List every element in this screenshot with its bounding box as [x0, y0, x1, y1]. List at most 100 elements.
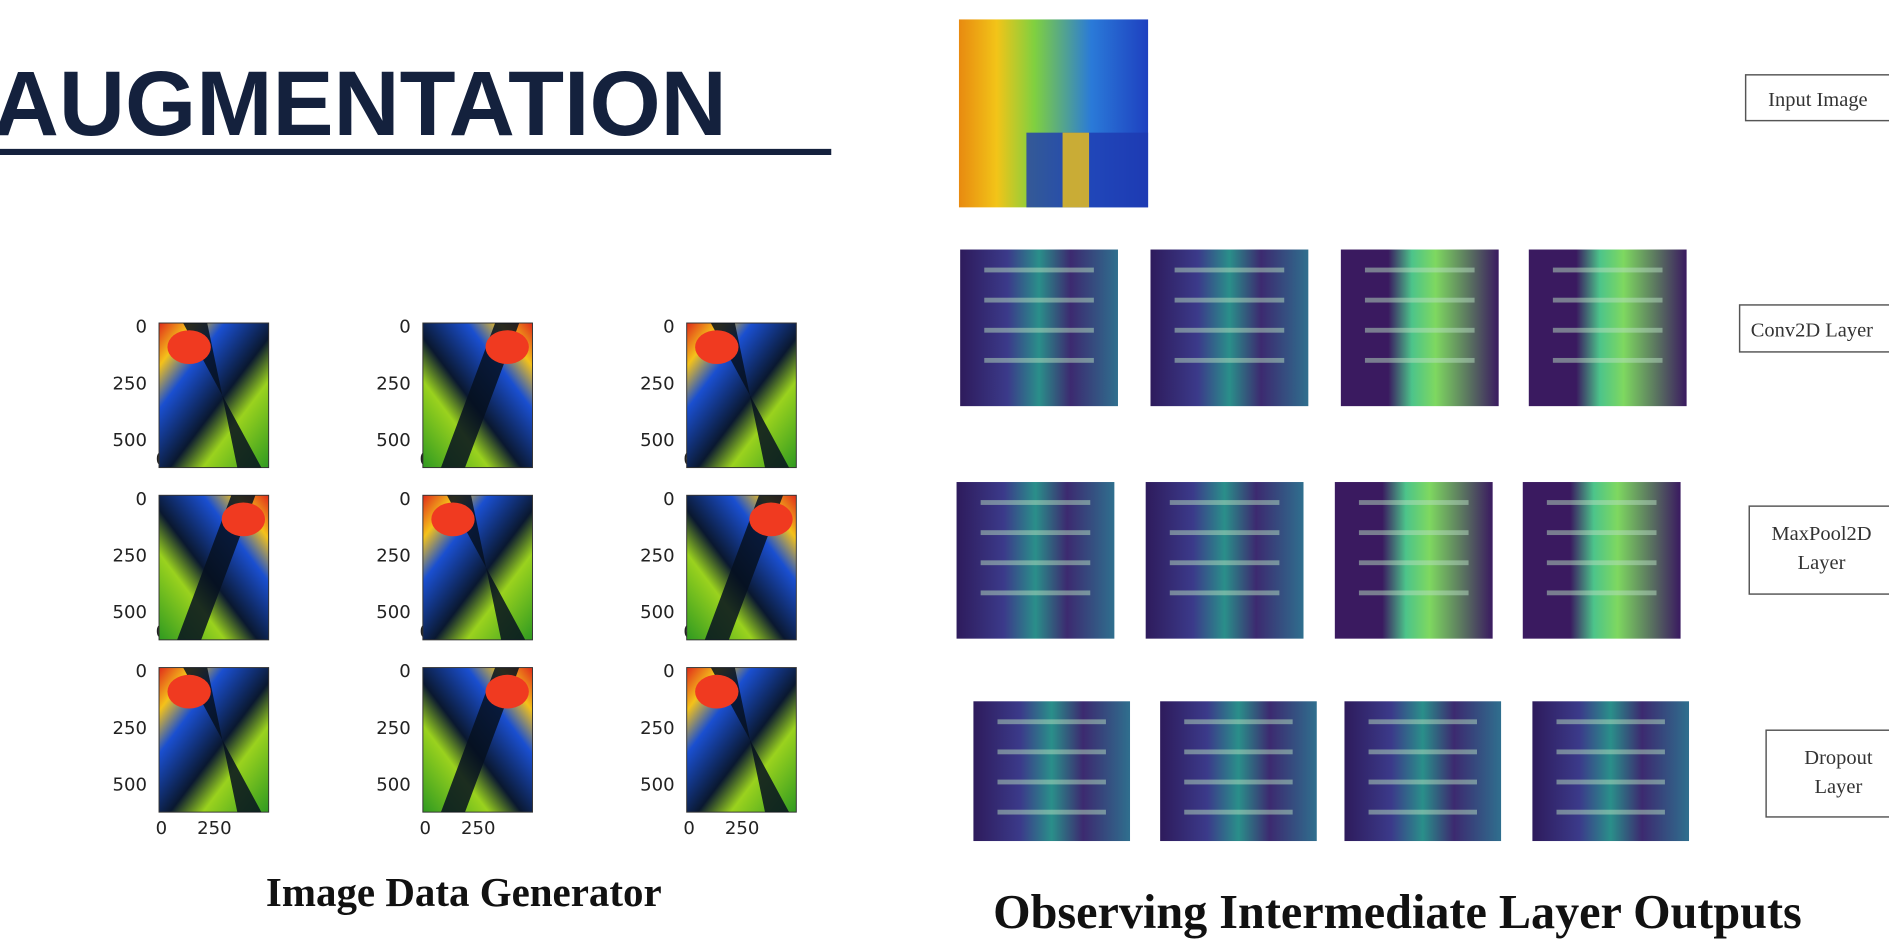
y-tick-label: 250	[112, 718, 146, 739]
feature-stripe	[1365, 298, 1475, 303]
feature-stripe	[1369, 749, 1477, 754]
feature-stripe	[1175, 268, 1285, 273]
y-tick-label: 250	[640, 373, 674, 394]
feature-stripe	[1184, 749, 1292, 754]
feature-stripe	[1547, 500, 1657, 505]
y-tick-label: 500	[112, 602, 146, 623]
feature-stripe	[1547, 560, 1657, 565]
left-caption: Image Data Generator	[266, 869, 662, 915]
layer-outputs: Input Image Conv2D Layer MaxPool2D Layer Dro…	[957, 19, 1889, 841]
feature-stripe	[981, 560, 1091, 565]
feature-stripe	[981, 500, 1091, 505]
hot-spot	[167, 330, 210, 364]
y-tick-label: 250	[376, 546, 410, 567]
right-caption: Observing Intermediate Layer Outputs	[993, 886, 1802, 939]
feature-stripe	[1547, 530, 1657, 535]
feature-stripe	[1553, 298, 1663, 303]
layer-label: Dropout	[1804, 747, 1873, 769]
y-tick-label: 0	[663, 661, 675, 682]
feature-stripe	[1170, 560, 1280, 565]
y-tick-label: 0	[135, 317, 147, 338]
y-tick-label: 500	[112, 774, 146, 795]
feature-stripe	[1175, 358, 1285, 363]
y-tick-label: 500	[376, 602, 410, 623]
y-tick-label: 500	[640, 774, 674, 795]
y-tick-label: 500	[376, 774, 410, 795]
feature-stripe	[1553, 358, 1663, 363]
hot-spot	[749, 503, 792, 537]
feature-stripe	[1175, 298, 1285, 303]
x-tick-label: 0	[420, 818, 431, 839]
hot-spot	[486, 330, 529, 364]
x-tick-label: 0	[156, 818, 168, 839]
y-tick-label: 250	[376, 373, 410, 394]
feature-stripe	[1369, 780, 1477, 785]
y-tick-label: 0	[399, 661, 410, 682]
feature-stripe	[1184, 719, 1292, 724]
feature-stripe	[984, 328, 1094, 333]
hot-spot	[431, 503, 474, 537]
x-tick-label: 0	[683, 818, 695, 839]
feature-stripe	[998, 780, 1106, 785]
feature-stripe	[1359, 530, 1469, 535]
y-tick-label: 500	[112, 430, 146, 451]
y-tick-label: 250	[112, 373, 146, 394]
hot-spot	[695, 330, 738, 364]
feature-stripe	[1556, 749, 1664, 754]
y-tick-label: 0	[663, 317, 675, 338]
feature-stripe	[998, 749, 1106, 754]
title: AUGMENTATION	[0, 53, 727, 155]
feature-stripe	[998, 719, 1106, 724]
input-image-stem	[1063, 133, 1090, 208]
feature-stripe	[984, 268, 1094, 273]
x-tick-label: 250	[725, 818, 759, 839]
feature-stripe	[1170, 500, 1280, 505]
slide: AUGMENTATION 025002505000250025050002500…	[0, 0, 1889, 946]
feature-stripe	[1170, 530, 1280, 535]
layer-label-box	[1749, 506, 1889, 594]
feature-stripe	[1553, 328, 1663, 333]
y-tick-label: 250	[376, 718, 410, 739]
feature-stripe	[1556, 780, 1664, 785]
x-tick-label: 250	[461, 818, 495, 839]
feature-stripe	[1184, 780, 1292, 785]
feature-stripe	[1359, 500, 1469, 505]
layer-label-box	[1766, 730, 1889, 817]
feature-stripe	[1170, 590, 1280, 595]
feature-stripe	[1365, 268, 1475, 273]
layer-label: Conv2D Layer	[1751, 319, 1873, 341]
feature-stripe	[1369, 810, 1477, 815]
y-tick-label: 500	[640, 430, 674, 451]
layer-label: MaxPool2D	[1771, 523, 1871, 545]
layer-label: Layer	[1815, 776, 1863, 798]
y-tick-label: 500	[376, 430, 410, 451]
hot-spot	[167, 675, 210, 709]
feature-stripe	[1184, 810, 1292, 815]
feature-stripe	[984, 298, 1094, 303]
layer-label: Layer	[1798, 552, 1846, 574]
layer-label: Input Image	[1768, 89, 1867, 111]
feature-stripe	[998, 810, 1106, 815]
y-tick-label: 0	[135, 489, 147, 510]
hot-spot	[486, 675, 529, 709]
feature-stripe	[1553, 268, 1663, 273]
y-tick-label: 250	[640, 718, 674, 739]
augmentation-grid: 0 250 0 250 500 0 250 0 250 500 0 250 0 250 500 0 250 0 25…	[112, 317, 796, 839]
x-tick-label: 250	[197, 818, 231, 839]
y-tick-label: 0	[663, 489, 675, 510]
y-tick-label: 500	[640, 602, 674, 623]
y-tick-label: 0	[399, 489, 410, 510]
feature-stripe	[981, 590, 1091, 595]
feature-stripe	[1369, 719, 1477, 724]
feature-stripe	[1365, 358, 1475, 363]
feature-stripe	[1359, 590, 1469, 595]
feature-stripe	[1547, 590, 1657, 595]
hot-spot	[222, 503, 265, 537]
feature-stripe	[1359, 560, 1469, 565]
feature-stripe	[1175, 328, 1285, 333]
feature-stripe	[1556, 810, 1664, 815]
feature-stripe	[981, 530, 1091, 535]
y-tick-label: 250	[112, 546, 146, 567]
y-tick-label: 0	[399, 317, 410, 338]
y-tick-label: 250	[640, 546, 674, 567]
